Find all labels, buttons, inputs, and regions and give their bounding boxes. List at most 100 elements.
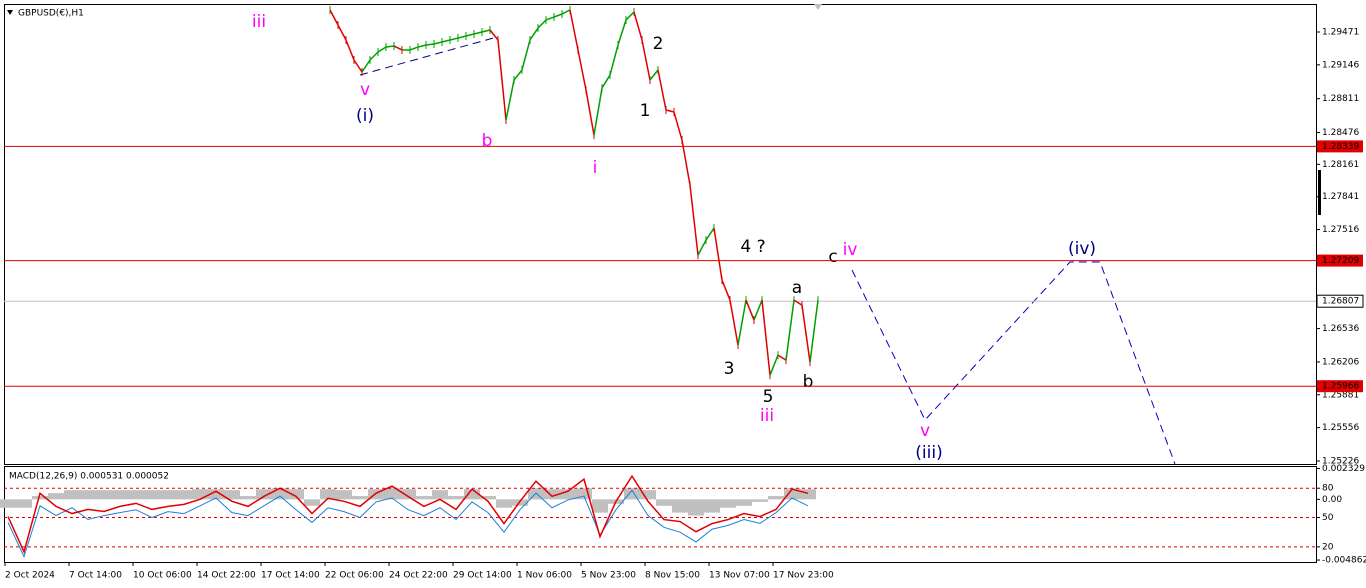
- price-segment: [617, 19, 627, 46]
- histogram-bar: [0, 499, 16, 508]
- histogram-bar: [304, 499, 320, 506]
- histogram-bar: [160, 490, 176, 500]
- x-tick-label: 5 Nov 23:00: [581, 571, 636, 581]
- histogram-bar: [400, 489, 416, 500]
- histogram-bar: [144, 490, 160, 500]
- histogram-bar: [688, 499, 704, 516]
- price-segment: [761, 300, 771, 376]
- price-segment: [705, 227, 715, 241]
- price-segment: [673, 111, 683, 141]
- wave-label: iii: [252, 12, 266, 32]
- histogram-bar: [432, 490, 448, 500]
- histogram-bar: [272, 488, 288, 500]
- price-segment: [385, 45, 395, 48]
- histogram-bar: [576, 488, 592, 500]
- price-segment: [657, 69, 667, 111]
- wave-label: 5: [763, 387, 774, 407]
- price-segment: [745, 299, 755, 321]
- price-segment: [497, 39, 507, 121]
- wave-label: c: [828, 247, 837, 267]
- price-segment: [513, 69, 523, 81]
- histogram-bar: [448, 496, 464, 500]
- price-segment: [577, 49, 587, 91]
- histogram-bar: [112, 490, 128, 500]
- y-tick-label: 1.29146: [1322, 60, 1359, 70]
- x-tick-label: 24 Oct 22:00: [389, 571, 448, 581]
- price-segment: [609, 44, 619, 76]
- y-tick-label: 1.25226: [1322, 456, 1359, 466]
- price-segment: [721, 279, 731, 301]
- price-segment: [641, 39, 651, 81]
- histogram-bar: [288, 489, 304, 500]
- price-segment: [409, 46, 419, 51]
- x-tick-label: 1 Nov 06:00: [517, 571, 572, 581]
- y-tick-label: 1.28476: [1322, 128, 1359, 138]
- price-segment: [337, 24, 347, 41]
- wave-label: b: [482, 131, 493, 151]
- histogram-bar: [800, 489, 816, 500]
- wave-label: 4 ?: [740, 237, 765, 257]
- price-segment: [505, 79, 515, 121]
- histogram-bar: [480, 496, 496, 500]
- price-segment: [793, 299, 803, 306]
- macd-tick-label: 50: [1322, 513, 1334, 523]
- y-tick-label: 1.26536: [1322, 324, 1359, 334]
- histogram-bar: [256, 489, 272, 500]
- projection-path: [851, 261, 1176, 465]
- macd-series: [0, 488, 816, 516]
- macd-tick-label: -0.004862: [1322, 556, 1366, 566]
- price-segment: [457, 35, 467, 39]
- menu-arrow[interactable]: [7, 10, 13, 15]
- price-segment: [473, 31, 483, 35]
- price-segment: [785, 299, 795, 361]
- price-label-box: [1317, 380, 1363, 393]
- price-segment: [481, 29, 491, 33]
- histogram-bar: [96, 490, 112, 500]
- price-segment: [537, 19, 547, 29]
- histogram-bar: [752, 499, 768, 502]
- current-price-label: 1.26807: [1322, 297, 1359, 307]
- symbol-title: GBPUSD(€),H1: [18, 9, 84, 19]
- price-label-box: [1317, 254, 1363, 267]
- price-segment: [769, 354, 779, 376]
- histogram-bar: [704, 499, 720, 513]
- price-segment: [713, 228, 723, 281]
- price-segment: [697, 239, 707, 256]
- x-tick-label: 29 Oct 14:00: [453, 571, 512, 581]
- price-segment: [449, 37, 459, 41]
- histogram-bar: [656, 499, 672, 506]
- histogram-bar: [720, 499, 736, 508]
- price-segment: [353, 59, 363, 73]
- x-tick-label: 17 Oct 14:00: [261, 571, 320, 581]
- price-segment: [569, 9, 579, 51]
- histogram-bar: [32, 496, 48, 500]
- price-label-box: [1317, 140, 1363, 153]
- price-segment: [753, 299, 763, 321]
- price-segment: [425, 43, 435, 46]
- price-segment: [561, 9, 571, 15]
- x-tick-label: 2 Oct 2024: [5, 571, 55, 581]
- price-segment: [633, 11, 643, 41]
- price-series: [329, 5, 819, 380]
- wave-label: iv: [843, 240, 858, 260]
- wave-label: iii: [760, 406, 774, 426]
- scale-marker: [1318, 170, 1321, 215]
- histogram-bar: [784, 488, 800, 500]
- current-price-box: [1316, 294, 1364, 308]
- histogram-bar: [384, 488, 400, 500]
- price-label: 1.27209: [1322, 256, 1359, 266]
- histogram-bar: [48, 493, 64, 500]
- price-segment: [689, 185, 699, 256]
- price-segment: [809, 299, 819, 363]
- histogram-bar: [496, 499, 512, 508]
- y-tick-label: 1.27841: [1322, 192, 1359, 202]
- macd-tick-label: 20: [1322, 542, 1334, 552]
- y-tick-label: 1.25556: [1322, 423, 1359, 433]
- macd-tick-label: 80: [1322, 484, 1334, 494]
- x-tick-label: 7 Oct 14:00: [69, 571, 122, 581]
- x-tick-label: 14 Oct 22:00: [197, 571, 256, 581]
- wave-label: 2: [653, 34, 664, 54]
- price-segment: [625, 11, 635, 21]
